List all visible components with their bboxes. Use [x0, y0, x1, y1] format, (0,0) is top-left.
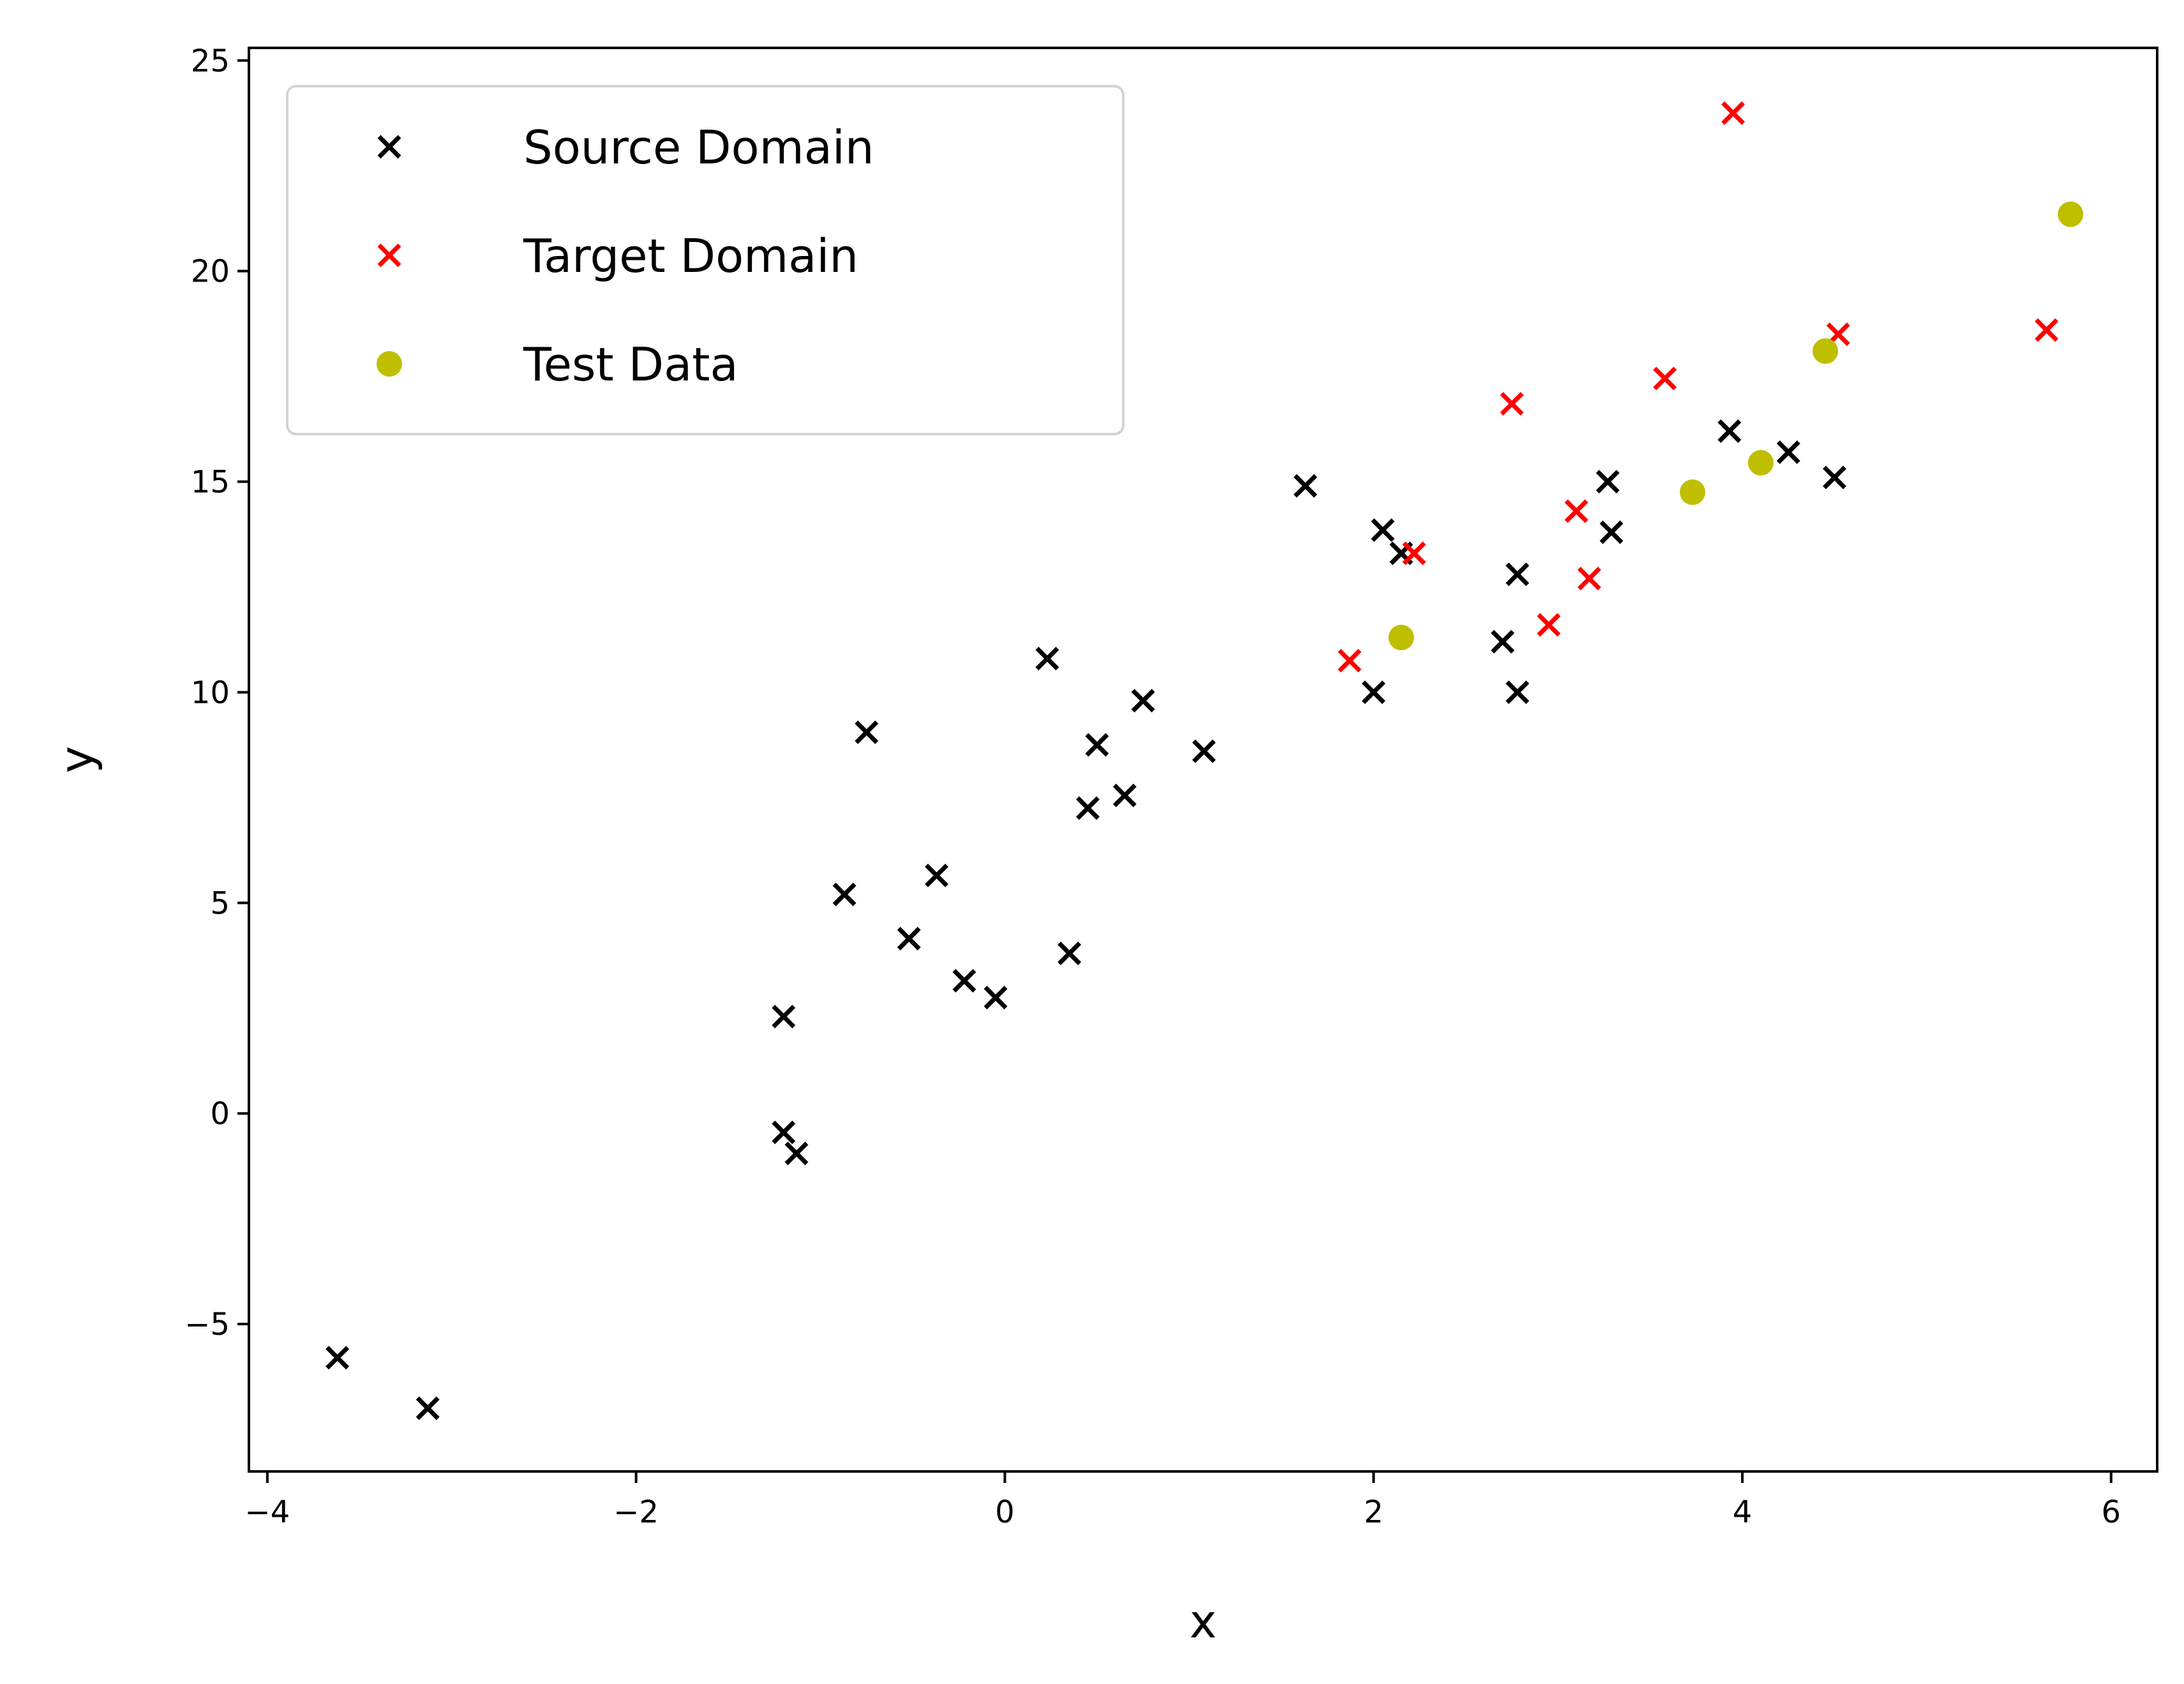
source-domain-point: [984, 986, 1008, 1010]
source-domain-point: [1596, 470, 1620, 494]
source-domain-point: [855, 720, 879, 744]
legend-marker-target-domain: [377, 243, 401, 267]
target-domain-point: [1653, 366, 1677, 391]
target-domain-point: [1721, 101, 1746, 125]
target-domain-point: [1537, 613, 1561, 637]
source-domain-point: [1075, 796, 1100, 820]
source-domain-point: [1371, 518, 1395, 542]
x-axis: −4 −2 0 2 4 6: [245, 1471, 2121, 1530]
y-tick-label: 0: [210, 1096, 230, 1132]
legend-box: [286, 85, 1125, 435]
source-domain-point: [1131, 689, 1155, 713]
x-tick-label: 6: [2102, 1494, 2121, 1530]
source-domain-point: [1506, 562, 1530, 587]
test-data-point: [1388, 624, 1414, 650]
source-domain-point: [1085, 733, 1109, 757]
source-domain-point: [1490, 629, 1515, 654]
target-domain-point: [2035, 318, 2059, 342]
x-tick-label: 0: [995, 1494, 1015, 1530]
target-domain-point: [1577, 566, 1601, 590]
legend-marker-source-domain: [377, 135, 401, 159]
y-tick-label: 25: [191, 43, 230, 79]
x-tick-label: −4: [245, 1494, 290, 1530]
source-domain-point: [1776, 440, 1800, 464]
y-axis: −5 0 5 10 15 20 25: [184, 43, 249, 1342]
source-domain-point: [832, 882, 856, 906]
source-domain-point: [1599, 520, 1624, 545]
source-domain-point: [1293, 474, 1317, 498]
y-tick-label: 15: [191, 465, 230, 500]
x-axis-label: x: [1190, 1595, 1217, 1648]
source-domain-point: [1192, 739, 1216, 763]
legend: Source Domain Target Domain Test Data: [286, 85, 1125, 435]
source-domain-point: [1822, 465, 1846, 490]
source-domain-point: [1717, 419, 1742, 443]
source-domain-point: [1506, 680, 1530, 704]
data-points: [325, 101, 2084, 1420]
legend-label-target-domain: Target Domain: [523, 229, 858, 283]
source-domain-point: [897, 926, 921, 951]
source-domain-point: [772, 1004, 796, 1028]
source-domain-point: [1361, 680, 1386, 704]
legend-marker-test-data: [377, 351, 402, 377]
source-domain-point: [1035, 647, 1059, 671]
y-tick-label: 10: [191, 675, 230, 710]
x-tick-label: 4: [1733, 1494, 1753, 1530]
legend-label-test-data: Test Data: [523, 338, 738, 391]
source-domain-point: [325, 1346, 350, 1370]
test-data-point: [1680, 479, 1705, 506]
source-domain-point: [1058, 942, 1082, 965]
source-domain-point: [925, 863, 949, 887]
source-domain-point: [1112, 783, 1137, 808]
y-axis-label: y: [50, 746, 103, 774]
y-tick-label: 20: [191, 254, 230, 290]
x-tick-label: −2: [613, 1494, 659, 1530]
y-tick-label: 5: [210, 885, 230, 921]
test-data-point: [1813, 338, 1838, 365]
y-tick-label: −5: [184, 1307, 230, 1342]
source-domain-point: [772, 1120, 796, 1145]
source-domain-point: [952, 968, 976, 993]
source-domain-point: [415, 1396, 440, 1420]
target-domain-point: [1402, 541, 1426, 566]
target-domain-point: [1564, 499, 1589, 523]
target-domain-point: [1338, 649, 1362, 673]
x-tick-label: 2: [1364, 1494, 1384, 1530]
test-data-point: [2058, 201, 2084, 227]
legend-label-source-domain: Source Domain: [523, 121, 874, 174]
source-domain-point: [784, 1141, 809, 1166]
test-data-point: [1747, 449, 1774, 476]
target-domain-point: [1500, 392, 1524, 416]
